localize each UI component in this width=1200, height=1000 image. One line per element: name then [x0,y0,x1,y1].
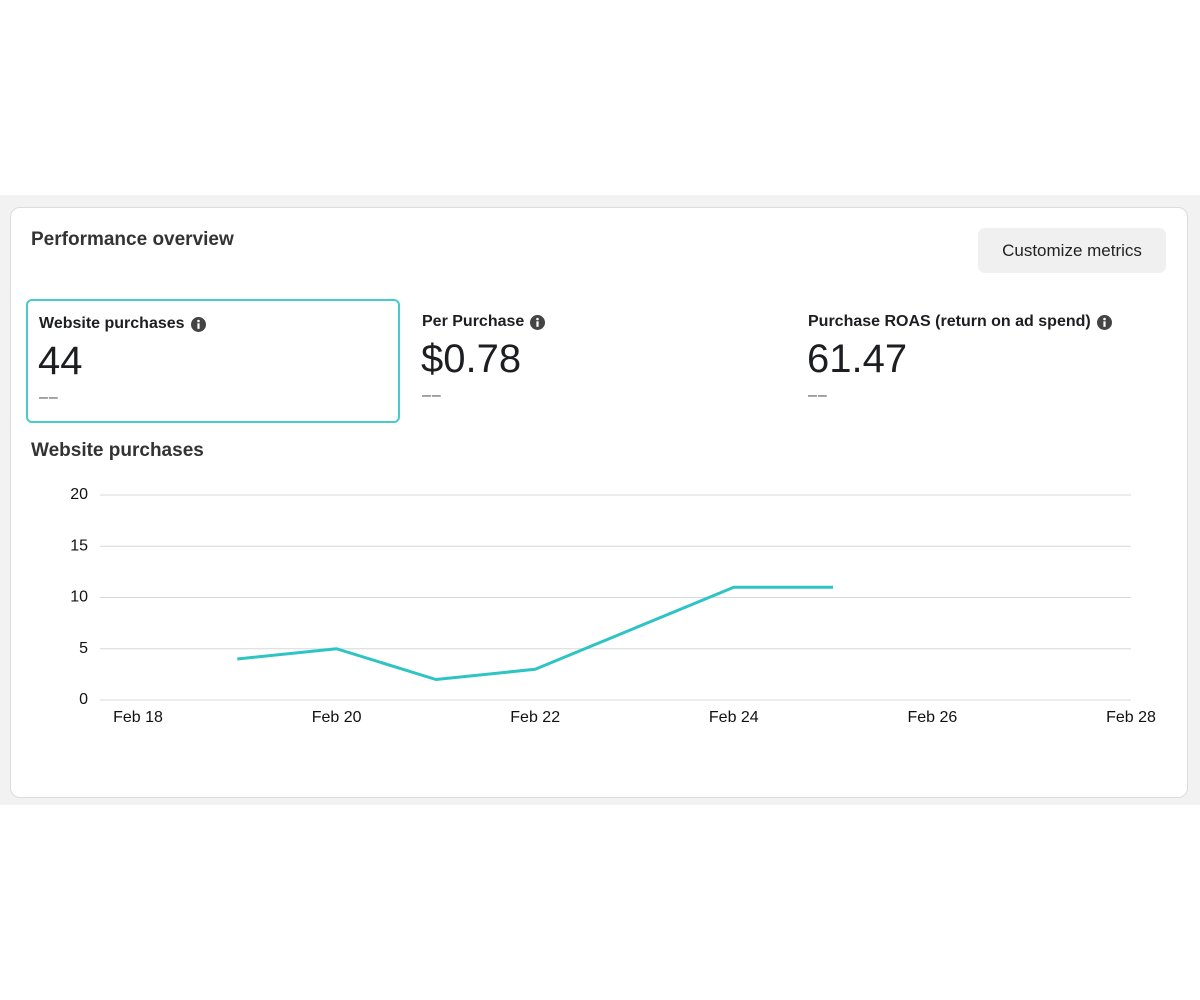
metric-delta: –– [808,387,828,404]
metric-label: Per Purchase [422,313,525,330]
customize-button[interactable]: Customize metrics [978,228,1166,273]
metric-card[interactable]: Purchase ROAS (return on ad spend) 61.47 –… [797,299,1171,423]
metric-card[interactable]: Website purchases 44 –– [26,299,400,423]
x-tick-label: Feb 26 [907,709,957,726]
y-tick-label: 15 [70,537,88,554]
x-tick-label: Feb 22 [510,709,560,726]
chart-title: Website purchases [31,440,204,461]
y-tick-label: 0 [79,691,88,708]
x-tick-label: Feb 20 [312,709,362,726]
panel-title: Performance overview [31,229,234,250]
metric-label-row: Purchase ROAS (return on ad spend) [808,313,1112,331]
metric-label: Purchase ROAS (return on ad spend) [808,313,1091,330]
metric-label-row: Per Purchase [422,313,546,331]
metric-value: $0.78 [421,337,522,381]
metric-delta: –– [422,387,442,404]
metric-label: Website purchases [39,315,185,332]
x-tick-label: Feb 18 [113,709,163,726]
chart: 0 5 10 15 20 Feb 18 Feb 20 Feb 22 Feb 24 Feb 26 Fe… [70,486,1156,726]
data-line [237,585,834,681]
info-icon[interactable] [190,316,206,332]
y-tick-label: 20 [70,486,88,503]
metric-label-row: Website purchases [39,315,206,333]
info-icon[interactable] [1096,314,1112,330]
info-icon[interactable] [530,314,546,330]
x-tick-label: Feb 28 [1106,709,1156,726]
y-tick-label: 10 [70,589,88,606]
metric-card[interactable]: Per Purchase $0.78 –– [411,299,785,423]
metric-value: 61.47 [807,337,908,381]
metric-value: 44 [38,339,83,383]
y-tick-label: 5 [79,640,88,657]
x-tick-label: Feb 24 [709,709,759,726]
metric-delta: –– [39,389,59,406]
